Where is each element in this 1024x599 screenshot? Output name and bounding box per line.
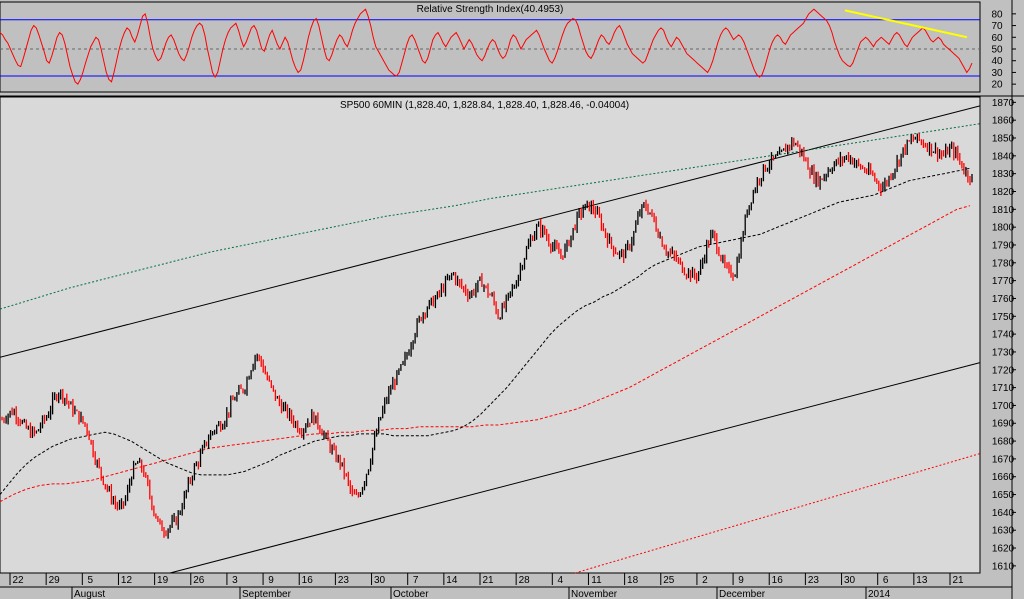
x-tick-label: 29 [49,575,61,586]
month-label: November [571,589,618,599]
price-tick-label: 1830 [992,169,1015,180]
x-tick-label: 30 [374,575,386,586]
x-tick-label: 13 [916,575,928,586]
x-tick-label: 2 [702,575,708,586]
price-tick-label: 1670 [992,454,1015,465]
price-tick-label: 1780 [992,258,1015,269]
x-tick-label: 6 [883,575,889,586]
price-pane-background [0,96,981,574]
price-tick-label: 1730 [992,347,1015,358]
price-bars [1,133,973,539]
price-tick-label: 1840 [992,151,1015,162]
month-label: September [242,589,292,599]
x-tick-label: 3 [232,575,238,586]
price-tick-label: 1770 [992,276,1015,287]
price-tick-label: 1820 [992,187,1015,198]
price-tick-labels: 1610 1620 1630 1640 1650 1660 1670 1680 1690 1700… [992,98,1016,572]
month-label: December [719,589,766,599]
x-tick-label: 16 [302,575,314,586]
price-tick-label: 1700 [992,401,1015,412]
price-tick-label: 1720 [992,365,1015,376]
price-tick-label: 1870 [992,98,1015,109]
rsi-trendline [844,9,968,39]
price-tick-label: 1740 [992,330,1015,341]
rsi-tick-label: 30 [991,68,1003,79]
month-label: August [74,589,105,599]
x-tick-label: 30 [844,575,856,586]
price-tick-label: 1680 [992,437,1015,448]
price-tick-label: 1850 [992,134,1015,145]
price-tick-label: 1750 [992,312,1015,323]
rsi-tick-label: 50 [991,45,1003,56]
price-tick-label: 1660 [992,472,1015,483]
x-tick-label: 25 [663,575,675,586]
rsi-tick-label: 60 [991,33,1003,44]
rsi-tick-label: 40 [991,56,1003,67]
x-tick-label: 26 [193,575,205,586]
x-tick-label: 22 [12,575,24,586]
price-tick-label: 1800 [992,223,1015,234]
x-tick-label: 28 [519,575,531,586]
x-tick-label: 18 [627,575,639,586]
sma-green-line [0,123,981,310]
x-tick-label: 14 [446,575,458,586]
rsi-pane-background [0,1,981,93]
price-tick-label: 1760 [992,294,1015,305]
x-tick-label: 12 [121,575,133,586]
price-tick-label: 1610 [992,561,1015,572]
x-tick-label: 9 [268,575,274,586]
x-tick-label: 23 [808,575,820,586]
channel-upper-line [0,105,981,358]
rsi-tick-label: 20 [991,80,1003,91]
price-tick-label: 1620 [992,544,1015,555]
x-tick-label: 4 [558,575,564,586]
x-tick-label: 19 [157,575,169,586]
x-tick-label: 21 [952,575,964,586]
price-tick-label: 1650 [992,490,1015,501]
rsi-series-line [0,8,973,85]
rsi-tick-label: 70 [991,21,1003,32]
price-tick-label: 1860 [992,116,1015,127]
rsi-tick-label: 80 [991,9,1003,20]
rsi-title: Relative Strength Index(40.4953) [417,4,564,15]
x-tick-label: 7 [413,575,419,586]
price-tick-label: 1710 [992,383,1015,394]
sma-red-line [0,205,971,503]
x-axis: 22 29 5 12 19 26 3 9 16 23 30 7 14 21 28 4 11 18 25 2 9 16 23 3… [0,573,1012,599]
x-tick-label: 11 [591,575,602,586]
x-tick-label: 21 [482,575,494,586]
price-tick-label: 1690 [992,419,1015,430]
sma-black-line [0,167,971,495]
price-title: SP500 60MIN (1,828.40, 1,828.84, 1,828.4… [340,100,629,111]
x-tick-label: 23 [338,575,350,586]
x-tick-label: 9 [738,575,744,586]
x-tick-label: 5 [88,575,94,586]
channel-lower-line [169,362,981,574]
month-label: 2014 [868,589,891,599]
price-tick-label: 1630 [992,526,1015,537]
price-tick-label: 1790 [992,240,1015,251]
month-label: October [393,589,429,599]
price-tick-label: 1810 [992,205,1015,216]
price-tick-label: 1640 [992,508,1015,519]
price-pane: 1610 1620 1630 1640 1650 1660 1670 1680 1690 1700… [0,98,1016,574]
x-tick-label: 16 [772,575,784,586]
